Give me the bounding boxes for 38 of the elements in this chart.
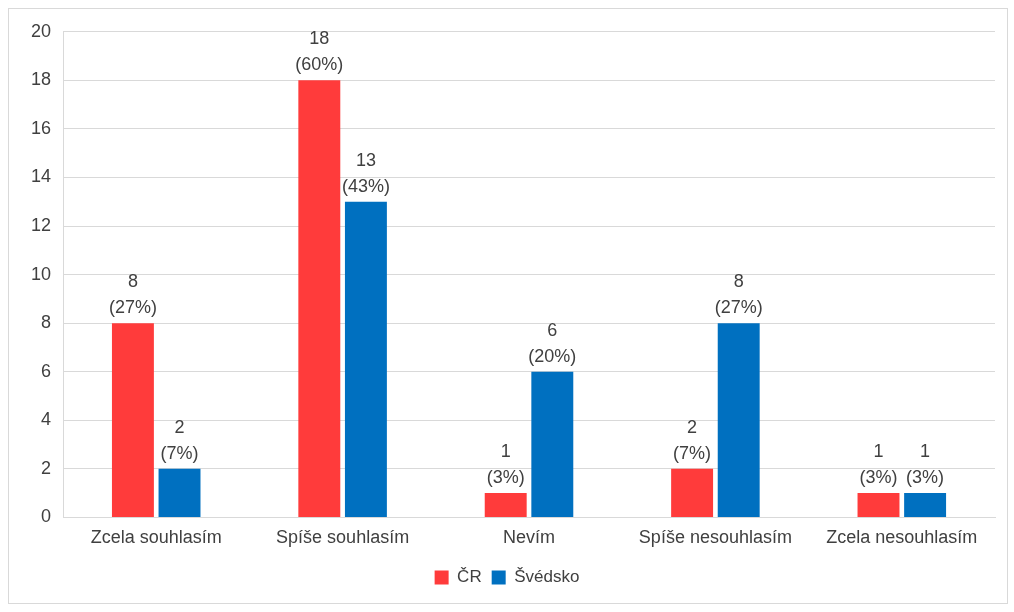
y-tick-label: 10 (30, 263, 52, 284)
bar (857, 493, 900, 517)
bar (671, 468, 714, 517)
legend-label: Švédsko (514, 567, 580, 587)
bar (484, 493, 527, 517)
x-tick-label: Zcela nesouhlasím (826, 527, 978, 548)
data-label: 1 (3%) (486, 441, 525, 488)
bar (158, 468, 201, 517)
bar (717, 323, 760, 517)
data-label: 18 (60%) (295, 28, 344, 75)
y-tick-label: 0 (41, 506, 52, 527)
legend-label: ČR (457, 567, 482, 587)
bar (344, 201, 387, 517)
data-label: 1 (3%) (859, 441, 898, 488)
data-label: 13 (43%) (341, 149, 390, 196)
data-label: 8 (27%) (108, 271, 157, 318)
y-tick-label: 16 (30, 117, 52, 138)
data-label: 2 (7%) (673, 416, 712, 463)
data-label: 2 (7%) (160, 416, 199, 463)
x-tick-label: Zcela souhlasím (90, 527, 222, 548)
data-label: 1 (3%) (906, 441, 945, 488)
x-tick-label: Spíše souhlasím (276, 527, 410, 548)
bar (531, 371, 574, 517)
x-tick-label: Nevím (503, 527, 556, 548)
y-tick-label: 6 (41, 360, 52, 381)
data-label: 8 (27%) (714, 271, 763, 318)
y-tick-label: 12 (30, 215, 52, 236)
y-tick-label: 8 (41, 312, 52, 333)
bar (904, 493, 947, 517)
y-tick-label: 20 (30, 20, 52, 41)
y-tick-label: 4 (41, 409, 52, 430)
y-tick-label: 14 (30, 166, 52, 187)
y-tick-label: 18 (30, 69, 52, 90)
bar (111, 323, 154, 517)
x-tick-label: Spíše nesouhlasím (638, 527, 792, 548)
bar (298, 80, 341, 517)
y-tick-label: 2 (41, 457, 52, 478)
data-label: 6 (20%) (528, 319, 577, 366)
